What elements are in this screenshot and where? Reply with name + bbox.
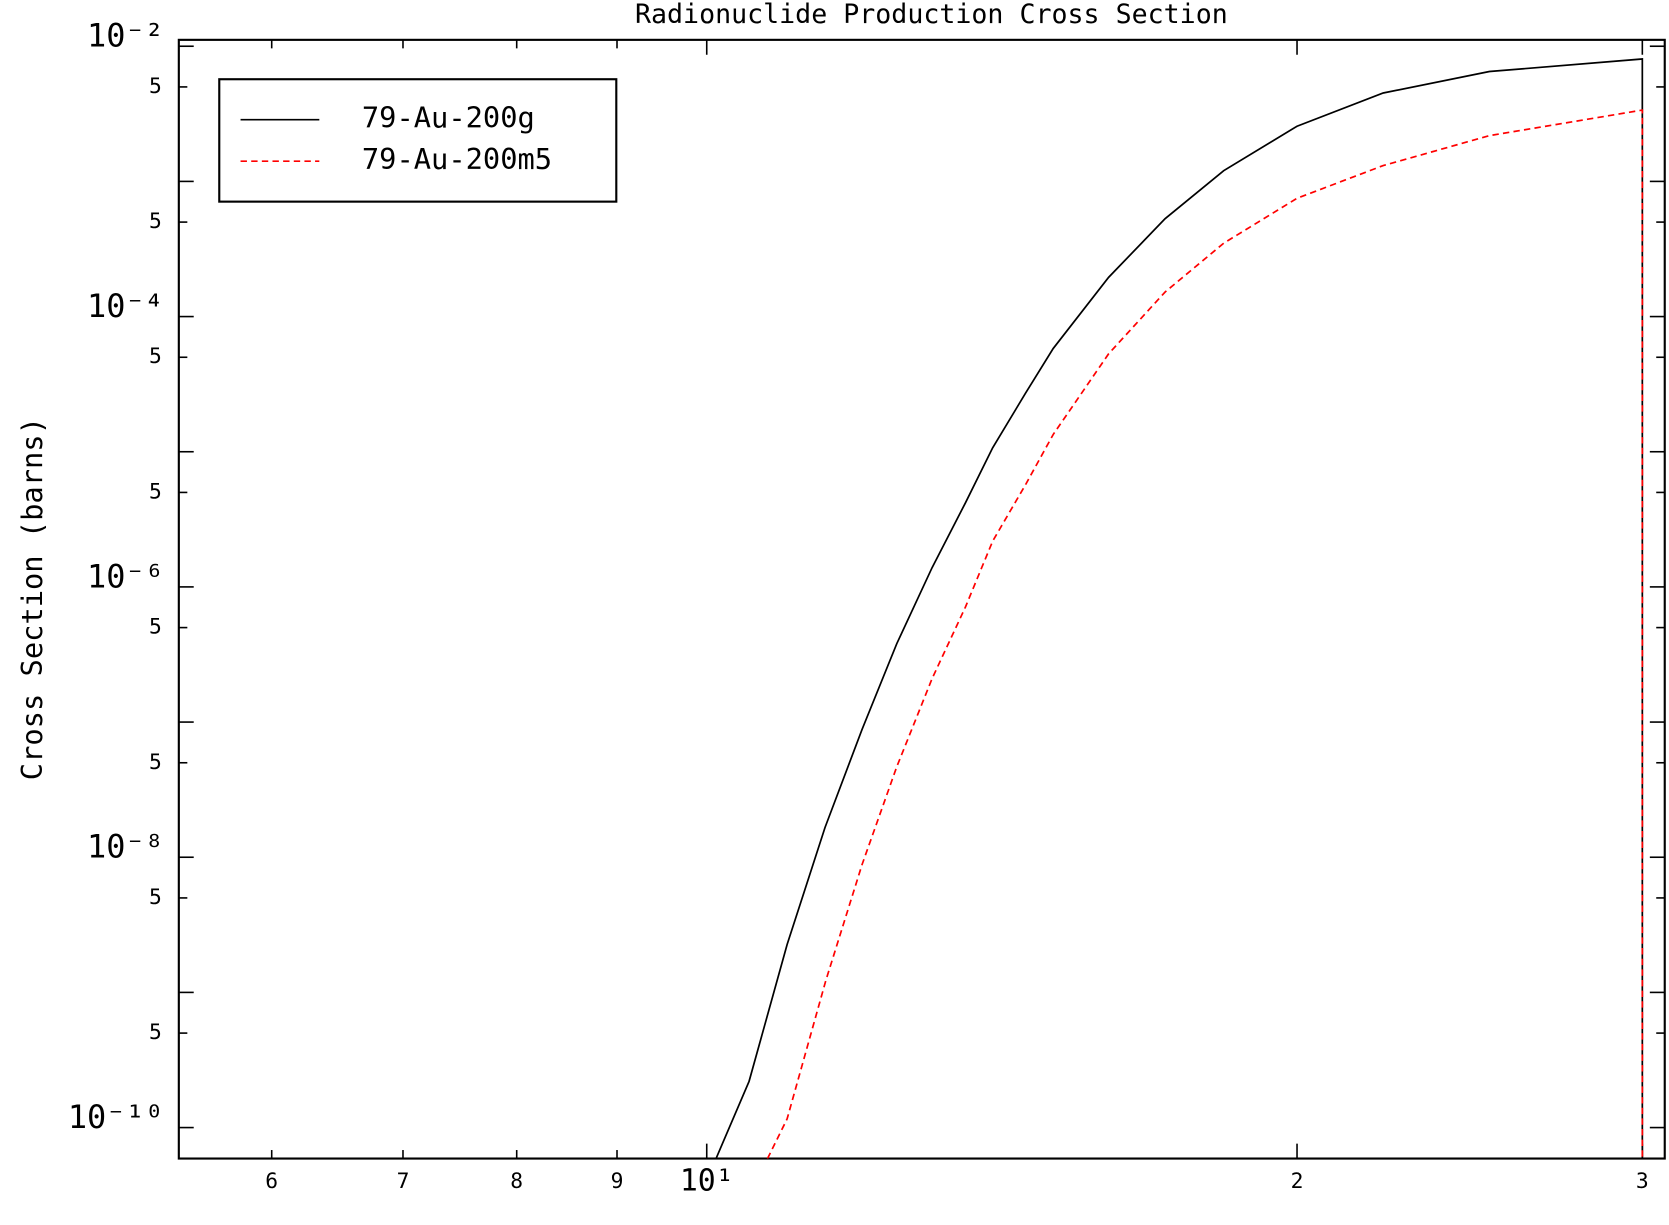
y-tick-label: 10⁻⁴ [87, 287, 164, 325]
x-tick-label: 6 [265, 1169, 278, 1194]
legend-label: 79-Au-200g [362, 101, 535, 135]
y-tick-label: 5 [149, 750, 162, 775]
x-tick-label: 9 [611, 1169, 624, 1194]
legend-box [218, 78, 618, 203]
y-tick-label: 5 [149, 74, 162, 99]
chart-title: Radionuclide Production Cross Section [635, 0, 1228, 30]
series-line [766, 109, 1644, 1159]
y-tick-label: 10⁻² [87, 17, 164, 55]
x-tick-label: 2 [1291, 1169, 1304, 1194]
y-tick-label: 5 [149, 615, 162, 640]
x-tick-label: 7 [397, 1169, 410, 1194]
x-tick-label: 10¹ [680, 1163, 734, 1198]
y-tick-label: 5 [149, 479, 162, 504]
legend-label: 79-Au-200m5 [362, 142, 552, 176]
series-line [715, 58, 1644, 1159]
y-tick-label: 10⁻⁸ [87, 828, 164, 866]
y-tick-label: 5 [149, 344, 162, 369]
plot-frame [177, 38, 1666, 1160]
y-axis-label: Cross Section (barns) [15, 417, 49, 780]
y-tick-label: 5 [149, 1020, 162, 1045]
y-tick-label: 5 [149, 885, 162, 910]
y-tick-label: 5 [149, 209, 162, 234]
y-tick-label: 10⁻¹⁰ [68, 1098, 164, 1136]
y-tick-label: 10⁻⁶ [87, 557, 164, 595]
x-tick-label: 3 [1636, 1169, 1649, 1194]
x-tick-label: 8 [510, 1169, 523, 1194]
